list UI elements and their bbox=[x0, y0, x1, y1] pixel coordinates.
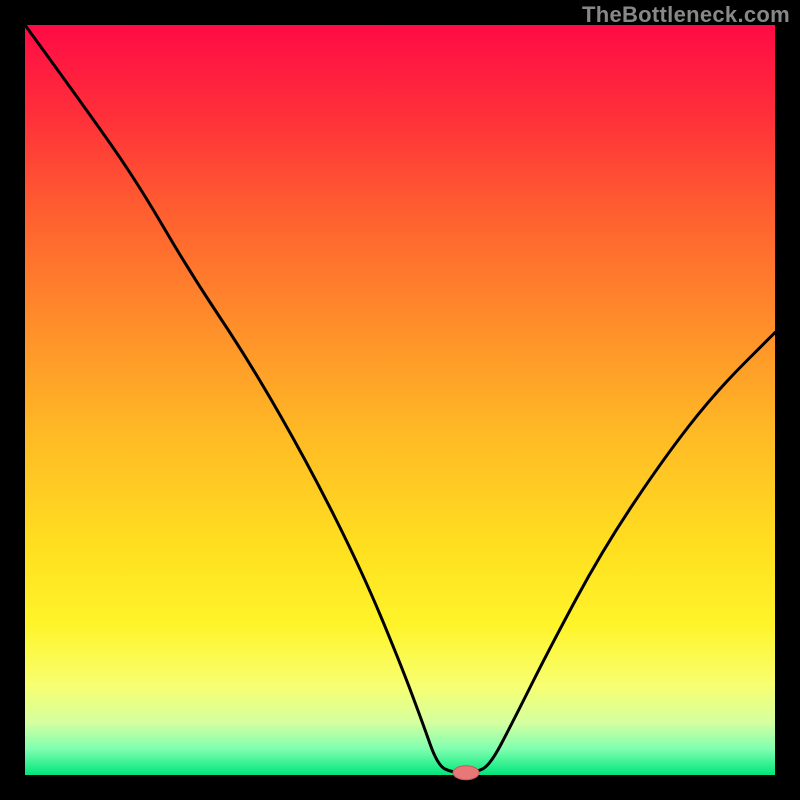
minimum-marker bbox=[453, 766, 479, 780]
watermark-text: TheBottleneck.com bbox=[582, 2, 790, 28]
bottleneck-chart bbox=[0, 0, 800, 800]
chart-container: TheBottleneck.com bbox=[0, 0, 800, 800]
